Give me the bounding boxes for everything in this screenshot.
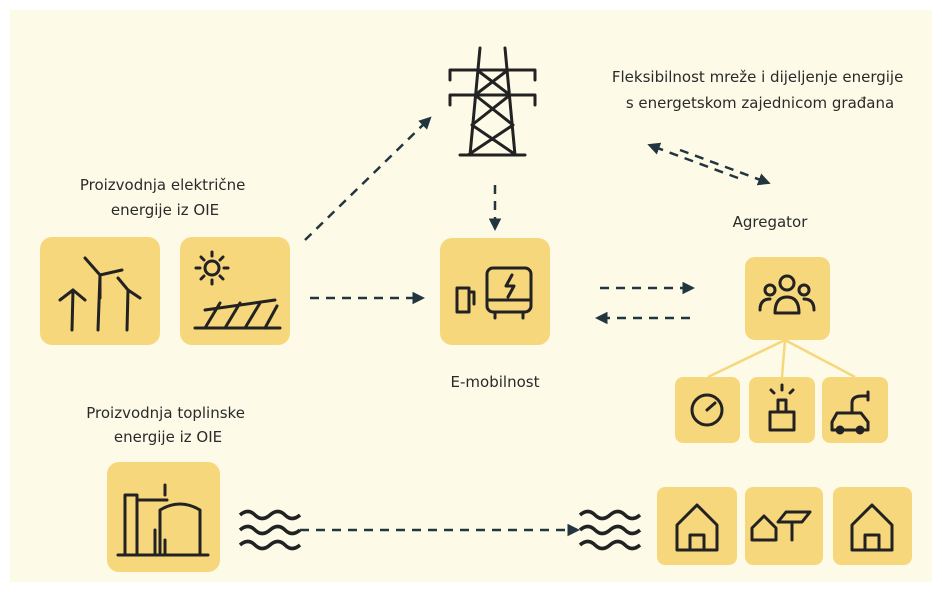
power-tower-icon [448,46,537,157]
meter-icon [690,393,724,427]
wind-icon [58,256,142,332]
thermal-label: Proizvodnja toplinske energije iz OIE [86,404,249,446]
solar-icon [193,250,282,330]
aggregator-connectors [707,338,856,379]
electric-label: Proizvodnja električne energije iz OIE [80,176,250,219]
boxes [40,237,912,572]
emobility-label: E-mobilnost [451,373,540,391]
people-icon [758,274,816,315]
aggregator-label: Agregator [733,213,809,231]
house-icons [675,503,894,552]
heat-plant-icon [116,483,210,557]
battery-icon [768,383,796,432]
arrows [300,116,771,537]
ebus-icon [455,266,533,320]
heat-waves [238,509,642,551]
grid-label: Fleksibilnost mreže i dijeljenje energij… [612,68,908,112]
ev-icon [830,390,870,435]
